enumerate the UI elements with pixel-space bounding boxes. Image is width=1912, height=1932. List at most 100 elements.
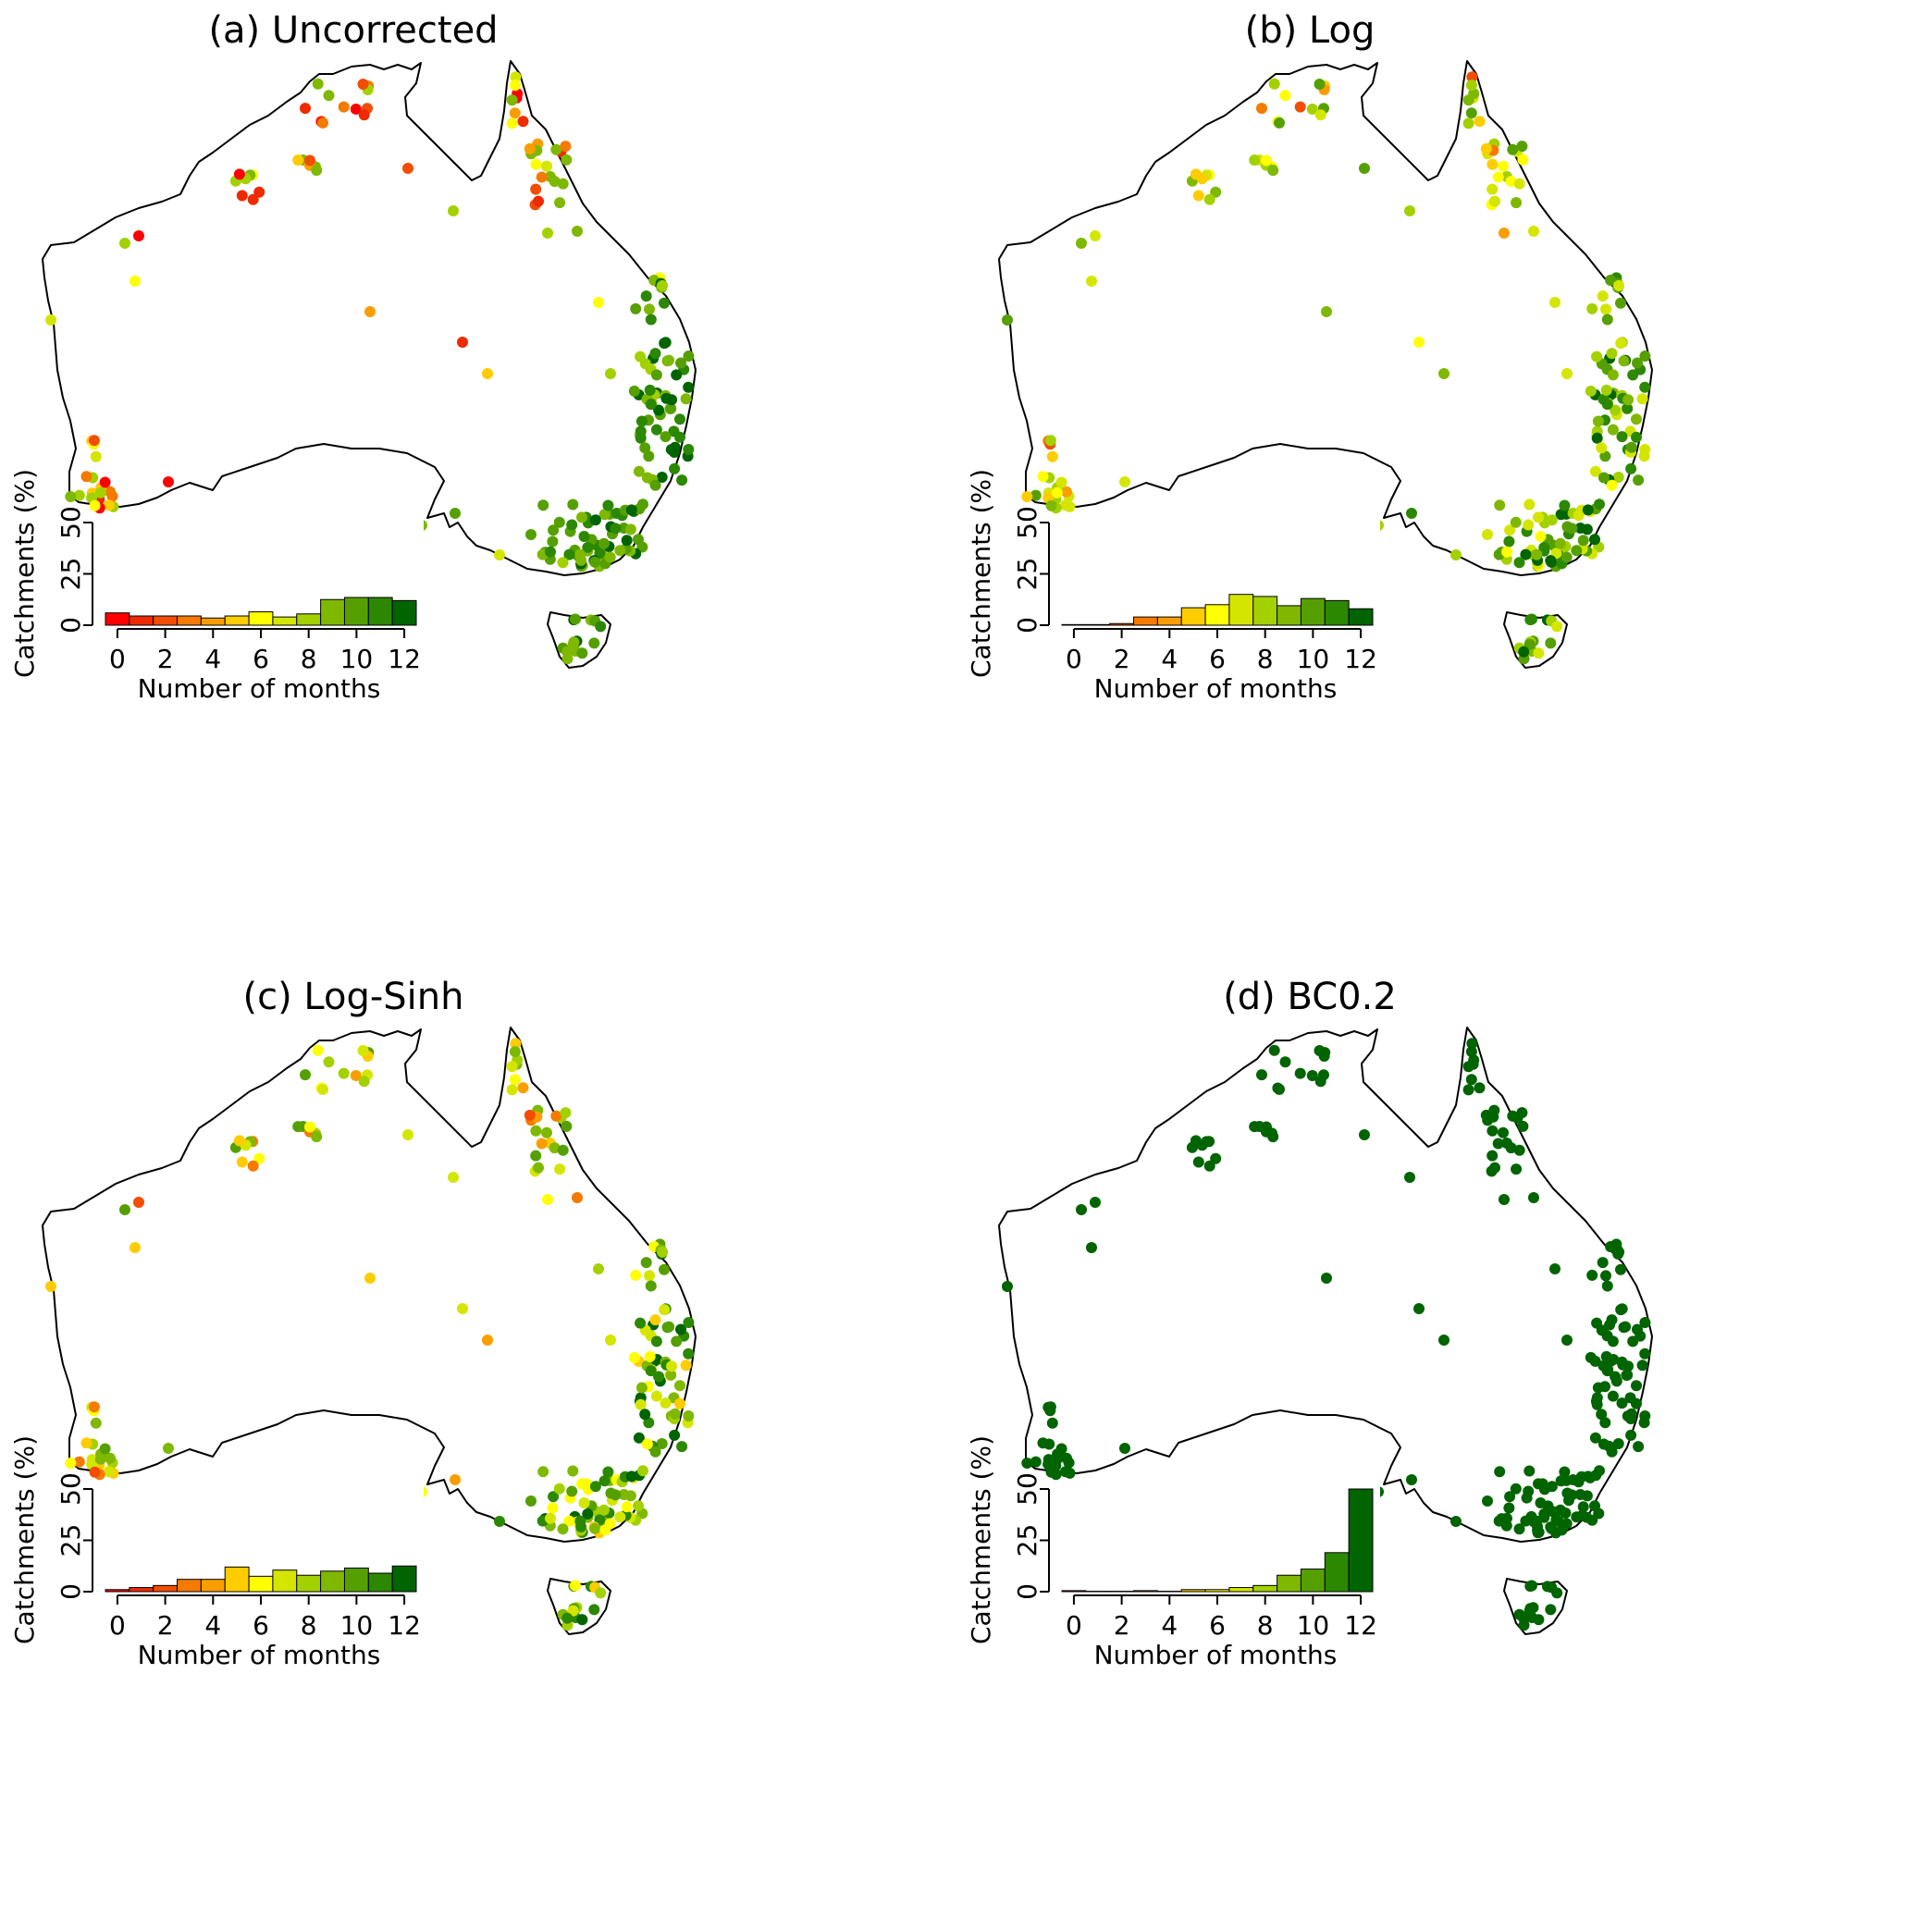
catchment-marker — [1589, 1432, 1601, 1444]
catchment-marker — [1639, 1317, 1651, 1328]
histogram-bar — [1252, 596, 1278, 626]
catchment-marker — [1560, 551, 1573, 563]
x-tick-label: 0 — [1066, 1610, 1082, 1641]
catchment-marker — [1489, 1162, 1500, 1174]
y-axis-label: Catchments (%) — [9, 1435, 40, 1644]
catchment-marker — [1596, 1409, 1608, 1421]
catchment-marker — [1059, 1466, 1071, 1478]
catchment-marker — [80, 471, 93, 483]
catchment-marker — [589, 514, 601, 526]
catchment-marker — [593, 297, 604, 308]
catchment-marker — [625, 1471, 637, 1483]
x-tick-label: 8 — [1257, 644, 1274, 674]
catchment-marker — [1523, 1465, 1536, 1477]
catchment-marker — [236, 1156, 248, 1168]
catchment-marker — [1639, 381, 1651, 393]
catchment-marker — [65, 491, 77, 502]
catchment-marker — [133, 1197, 144, 1208]
catchment-marker — [1613, 1246, 1625, 1258]
catchment-marker — [1631, 431, 1642, 443]
catchment-marker — [550, 143, 562, 155]
catchment-marker — [1582, 1471, 1594, 1483]
catchment-marker — [604, 551, 616, 563]
catchment-marker — [643, 1417, 655, 1429]
x-tick-label: 0 — [1066, 644, 1082, 674]
histogram-bar — [1109, 622, 1135, 626]
catchment-marker — [1261, 154, 1272, 166]
catchment-marker — [1517, 1120, 1529, 1132]
catchment-marker — [680, 1360, 692, 1372]
catchment-marker — [635, 1382, 648, 1394]
catchment-marker — [537, 1466, 549, 1478]
catchment-marker — [1059, 499, 1071, 511]
catchment-marker — [357, 79, 369, 90]
catchment-marker — [1517, 154, 1529, 166]
catchment-marker — [300, 1069, 311, 1081]
histogram-bar — [1180, 1589, 1206, 1593]
catchment-marker — [605, 368, 616, 379]
catchment-marker — [630, 302, 642, 314]
catchment-marker — [1261, 1121, 1272, 1133]
catchment-marker — [1633, 474, 1645, 486]
catchment-marker — [645, 314, 657, 326]
catchment-marker — [1559, 499, 1571, 511]
catchment-marker — [1555, 1475, 1567, 1487]
x-tick-label: 2 — [157, 644, 174, 674]
catchment-marker — [517, 1082, 529, 1094]
catchment-marker — [1466, 71, 1478, 83]
catchment-marker — [1560, 1518, 1573, 1530]
catchment-marker — [649, 1446, 661, 1458]
catchment-marker — [1606, 479, 1618, 491]
histogram-bar — [391, 599, 417, 626]
histogram-bar — [105, 612, 130, 626]
catchment-marker — [675, 1323, 686, 1335]
catchment-marker — [1596, 442, 1608, 454]
catchment-marker — [1523, 519, 1535, 531]
catchment-marker — [506, 1061, 518, 1073]
catchment-marker — [317, 1083, 328, 1095]
catchment-marker — [1625, 1429, 1637, 1441]
catchment-marker — [557, 178, 569, 190]
catchment-marker — [557, 557, 569, 569]
histogram-bar — [320, 598, 345, 626]
catchment-marker — [1612, 472, 1624, 483]
catchment-marker — [567, 1465, 579, 1477]
catchment-marker — [560, 141, 572, 153]
catchment-marker — [1030, 1456, 1042, 1468]
catchment-marker — [1268, 1044, 1280, 1056]
catchment-marker — [628, 385, 640, 397]
catchment-marker — [582, 542, 594, 553]
catchment-marker — [1119, 1443, 1130, 1454]
catchment-marker — [1513, 178, 1525, 190]
catchment-marker — [1631, 413, 1642, 425]
catchment-marker — [675, 357, 686, 369]
x-axis-label: Number of months — [138, 673, 381, 704]
catchment-marker — [510, 71, 522, 83]
catchment-marker — [482, 1335, 493, 1346]
catchment-marker — [105, 1452, 116, 1464]
catchment-marker — [253, 1152, 265, 1164]
catchment-marker — [1466, 1038, 1478, 1050]
histogram-bar — [153, 1584, 179, 1593]
catchment-marker — [350, 104, 362, 115]
catchment-marker — [1210, 1152, 1222, 1164]
catchment-marker — [1597, 472, 1610, 484]
catchment-marker — [1555, 509, 1567, 521]
histogram-bar — [129, 1587, 154, 1593]
catchment-marker — [1274, 117, 1285, 129]
catchment-marker — [1498, 1126, 1509, 1138]
catchment-marker — [163, 1443, 174, 1454]
catchment-marker — [311, 165, 323, 177]
y-tick-label: 0 — [56, 1583, 86, 1600]
catchment-markers — [45, 1038, 695, 1631]
catchment-marker — [1494, 499, 1506, 511]
catchment-marker — [1535, 531, 1547, 542]
catchment-marker — [1021, 1458, 1033, 1469]
catchment-marker — [659, 297, 670, 309]
catchment-marker — [80, 1437, 93, 1449]
panel-title: (b) Log — [1245, 9, 1375, 52]
catchment-marker — [1632, 357, 1643, 369]
histogram-bar — [248, 1575, 274, 1593]
catchment-marker — [639, 1409, 651, 1421]
